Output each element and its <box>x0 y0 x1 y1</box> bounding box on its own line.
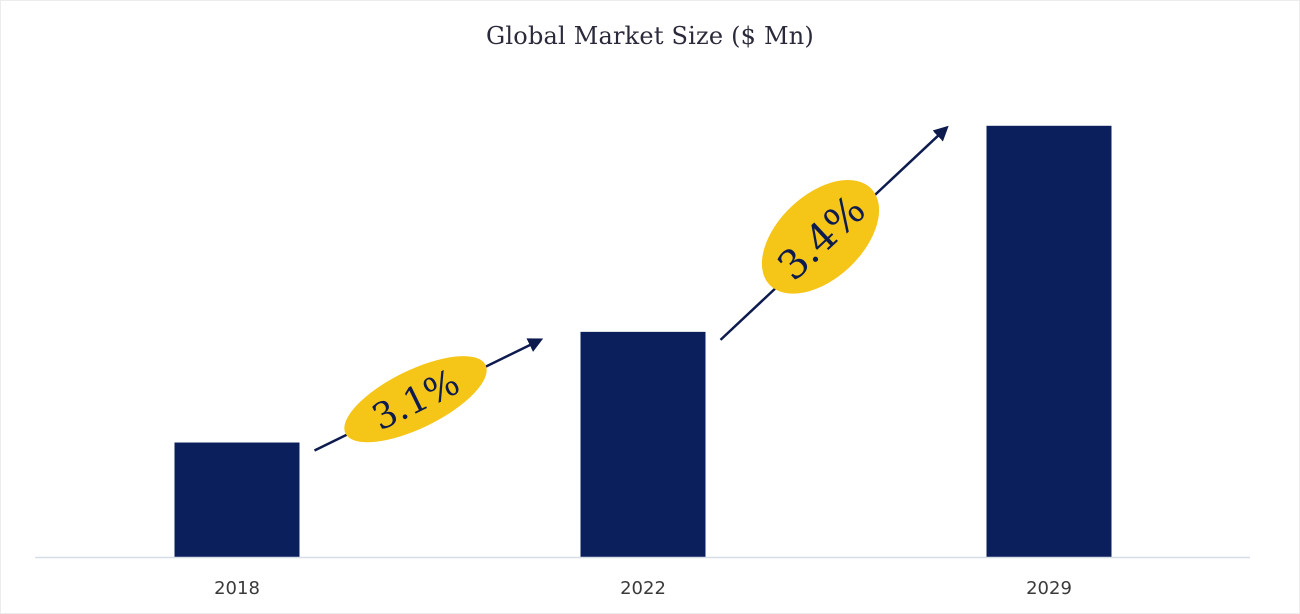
bar-2018 <box>174 442 300 557</box>
cagr-badge-2: 3.4% <box>761 179 880 294</box>
cagr-ellipse-1 <box>344 356 487 443</box>
chart-title: Global Market Size ($ Mn) <box>486 22 814 50</box>
x-tick-label-2018: 2018 <box>214 578 260 599</box>
cagr-ellipse-2 <box>761 179 880 294</box>
bar-2022 <box>580 331 706 557</box>
x-tick-label-2022: 2022 <box>620 578 666 599</box>
x-tick-label-2029: 2029 <box>1026 578 1072 599</box>
bar-2029 <box>986 125 1112 558</box>
cagr-badge-1: 3.1% <box>344 356 487 443</box>
